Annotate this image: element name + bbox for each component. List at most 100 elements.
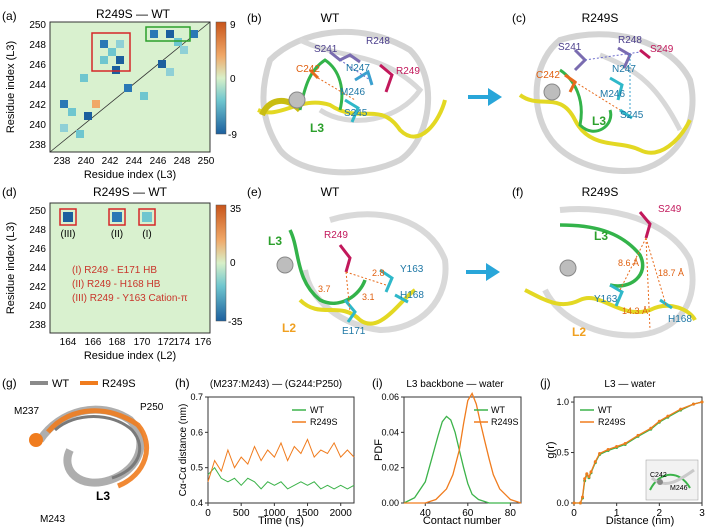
- heatmap-cell: [112, 212, 122, 222]
- arrow-icon: [468, 88, 502, 106]
- xtick-label: 2000: [330, 508, 353, 519]
- panel-i-ylabel: PDF: [373, 439, 385, 461]
- panel-h-xlabel: Time (ns): [258, 515, 304, 527]
- data-point: [587, 475, 591, 479]
- ytick-label: 0.7: [190, 392, 203, 402]
- heatmap-cell: [63, 212, 73, 222]
- legend-item: WT: [598, 405, 612, 415]
- legend-item: R249S: [598, 417, 626, 427]
- series-line-wt: [403, 415, 511, 504]
- legend-item: WT: [310, 405, 324, 415]
- data-point: [649, 426, 653, 430]
- distance-label: 14.3 Å: [622, 306, 648, 316]
- heatmap-cell: [100, 40, 108, 48]
- heatmap-cell: [84, 112, 92, 120]
- cbar-label: -9: [228, 130, 237, 141]
- residue-label: R248: [366, 36, 390, 47]
- box-label: (III): [61, 229, 76, 240]
- data-point: [585, 472, 589, 476]
- highlight-box-red: [91, 32, 131, 72]
- data-point: [583, 477, 587, 481]
- ytick: 244: [29, 263, 46, 274]
- panel-e-title: WT: [321, 185, 340, 199]
- panel-i: (i) L3 backbone — water 40 60 80 0.00 0.02 0.…: [372, 376, 522, 527]
- data-point: [657, 419, 661, 423]
- panel-d-title: R249S — WT: [93, 185, 168, 199]
- panel-d-yticks: 250 248 246 244 242 240 238: [29, 206, 46, 331]
- heatmap-cell: [174, 38, 182, 46]
- xtick: 248: [174, 156, 191, 167]
- xtick: 174: [174, 337, 191, 348]
- heatmap-cell: [100, 56, 108, 64]
- heatmap-cell: [166, 68, 174, 76]
- cbar-label: 35: [230, 204, 242, 215]
- xtick: 164: [60, 337, 77, 348]
- xtick-label: 1000: [263, 508, 286, 519]
- legend-item: (I) R249 - E171 HB: [72, 265, 157, 276]
- panel-b: (b) WT S241 R248 C242 N247 R249 M246 S24…: [247, 11, 447, 176]
- panel-c-letter: (c): [512, 11, 526, 25]
- xtick: 168: [109, 337, 126, 348]
- panel-j-letter: (j): [540, 376, 551, 390]
- legend-item: WT: [52, 378, 69, 390]
- heatmap-cell: [60, 100, 68, 108]
- residue-label: S241: [314, 44, 338, 55]
- heatmap-cell: [68, 108, 76, 116]
- legend-item: R249S: [491, 417, 519, 427]
- highlight-box-red: [108, 208, 126, 226]
- loop-label: L2: [282, 321, 296, 335]
- ytick: 240: [29, 120, 46, 131]
- panel-a-yticks: 250 248 246 244 242 240 238: [29, 20, 46, 151]
- panel-d: (d) R249S — WT (III) (II) (I) (I) R249 -…: [2, 185, 243, 362]
- panel-c: (c) R249S S241 R248 S249 C242 N247 M246 …: [512, 11, 696, 174]
- loop-label: L3: [310, 121, 324, 135]
- plot-i: 40 60 80 0.00 0.02 0.04 0.06: [381, 392, 522, 519]
- heatmap-cell: [108, 48, 116, 56]
- panel-i-xlabel: Contact number: [423, 515, 502, 527]
- residue-label: H168: [668, 314, 692, 325]
- panel-a-xticks: 238 240 242 244 246 248 250: [54, 156, 215, 167]
- plot-j: 0 1 2 3 0.0 0.5 1.0: [556, 397, 705, 519]
- highlight-box-green: [145, 26, 191, 42]
- distance-label: 18.7 Å: [658, 268, 684, 278]
- heatmap-cell: [140, 92, 148, 100]
- protein-ribbon-r249s-l2: [524, 206, 697, 339]
- residue-label: S249: [650, 44, 674, 55]
- heatmap-cell: [92, 100, 100, 108]
- heatmap-cell: [60, 124, 68, 132]
- ytick: 250: [29, 206, 46, 217]
- loop-label: L3: [594, 229, 608, 243]
- legend-h: WT R249S: [292, 405, 338, 427]
- residue-label: N247: [612, 64, 636, 75]
- ytick: 246: [29, 244, 46, 255]
- xtick: 238: [54, 156, 71, 167]
- xtick-label: 3: [699, 508, 705, 519]
- heatmap-cell: [142, 212, 152, 222]
- data-point: [606, 447, 610, 451]
- ytick: 244: [29, 80, 46, 91]
- cbar-label: 0: [230, 258, 236, 269]
- cbar-label: 0: [230, 74, 236, 85]
- panel-d-xticks: 164 166 168 170 172 174 176: [60, 337, 212, 348]
- inset-label: C242: [650, 472, 667, 479]
- data-point: [581, 495, 585, 499]
- residue-sticks-r249s: [564, 46, 651, 120]
- series-line-wt: [207, 466, 355, 490]
- panel-a-ylabel: Residue index (L3): [5, 41, 17, 133]
- ytick-label: 0.0: [556, 498, 569, 508]
- highlight-box-red: [138, 208, 156, 226]
- plot-frame-i: [403, 396, 522, 504]
- xtick-label: 500: [233, 508, 250, 519]
- arrow-icon: [466, 263, 500, 281]
- legend-item: (II) R249 - H168 HB: [72, 279, 161, 290]
- colorbar-a: [215, 21, 227, 135]
- ytick-label: 0.6: [190, 427, 203, 437]
- panel-j-xlabel: Distance (nm): [606, 515, 674, 527]
- ytick: 246: [29, 60, 46, 71]
- inset-label: M246: [670, 485, 688, 492]
- xtick: 244: [126, 156, 143, 167]
- heatmap-cell: [80, 74, 88, 82]
- ytick-label: 0.02: [381, 463, 399, 473]
- residue-label: N247: [346, 63, 370, 74]
- panel-a-title: R249S — WT: [96, 7, 171, 21]
